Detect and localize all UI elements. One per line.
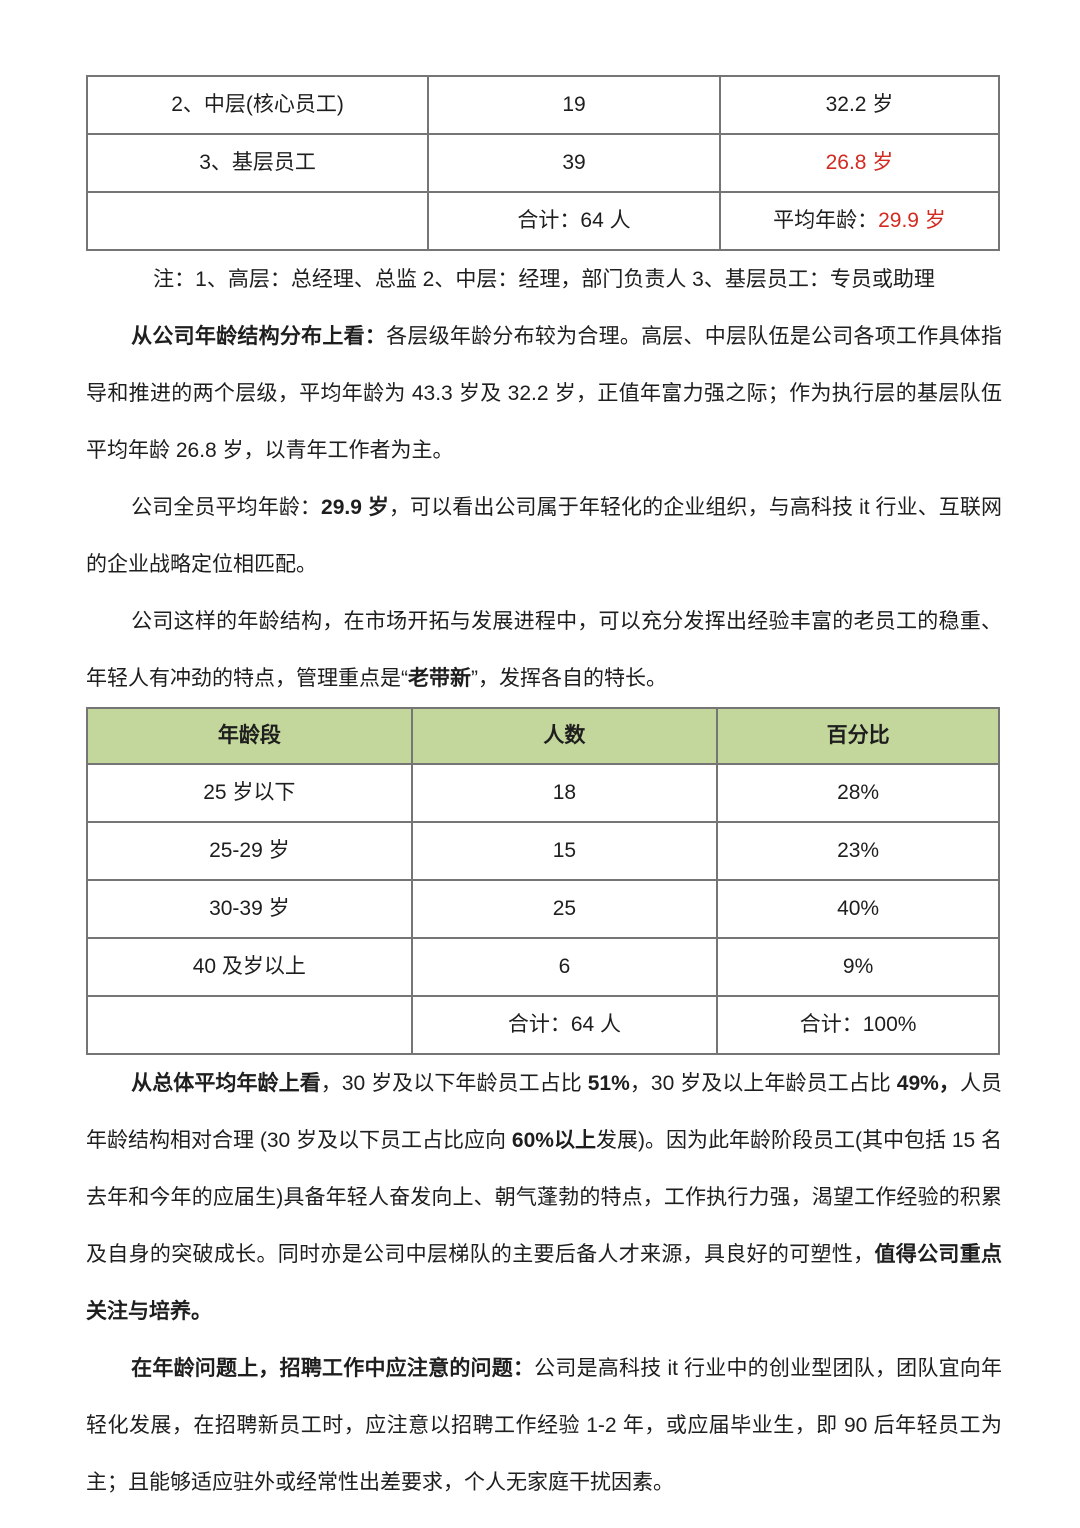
percentage-total-cell: 合计：100% <box>716 995 1000 1055</box>
age-table-header-cell: 人数 <box>410 707 719 765</box>
body-paragraph-overall-average: 从总体平均年龄上看，30 岁及以下年龄员工占比 51%，30 岁及以上年龄员工占… <box>86 1072 1003 1323</box>
level-age-cell: 32.2 岁 <box>718 75 1001 135</box>
percentage-cell: 9% <box>716 937 1000 997</box>
staff-level-table: 2、中层(核心员工) 19 32.2 岁 3、基层员工 39 26.8 岁 合计… <box>85 75 1001 251</box>
age-range-cell: 25 岁以下 <box>86 763 413 823</box>
level-age-cell: 26.8 岁 <box>718 133 1001 193</box>
table-row: 2、中层(核心员工) 19 32.2 岁 <box>85 75 1001 135</box>
level-label-cell <box>85 191 430 251</box>
level-label-cell: 3、基层员工 <box>85 133 430 193</box>
body-paragraph-management-focus: 公司这样的年龄结构，在市场开拓与发展进程中，可以充分发挥出经验丰富的老员工的稳重… <box>86 610 1002 690</box>
age-distribution-table: 年龄段 人数 百分比 25 岁以下 18 28% 25-29 岁 15 23% … <box>86 707 1000 1055</box>
table-row: 3、基层员工 39 26.8 岁 <box>85 133 1001 193</box>
headcount-total-cell: 合计：64 人 <box>410 995 719 1055</box>
age-range-cell: 25-29 岁 <box>86 821 413 881</box>
body-paragraph-average-age: 公司全员平均年龄：29.9 岁，可以看出公司属于年轻化的企业组织，与高科技 it… <box>86 496 1002 576</box>
table-row: 25 岁以下 18 28% <box>86 763 1000 823</box>
level-count-cell: 19 <box>427 75 721 135</box>
level-count-cell: 39 <box>427 133 721 193</box>
age-table-header-cell: 百分比 <box>716 707 1000 765</box>
age-table-header-cell: 年龄段 <box>86 707 413 765</box>
body-paragraph-recruiting-advice: 在年龄问题上，招聘工作中应注意的问题：公司是高科技 it 行业中的创业型团队，团… <box>86 1357 1003 1494</box>
document-content: 2、中层(核心员工) 19 32.2 岁 3、基层员工 39 26.8 岁 合计… <box>85 0 1003 1511</box>
level-label-cell: 2、中层(核心员工) <box>85 75 430 135</box>
age-range-cell: 30-39 岁 <box>86 879 413 939</box>
table-footnote: 注：1、高层：总经理、总监 2、中层：经理，部门负责人 3、基层员工：专员或助理 <box>153 268 935 291</box>
headcount-cell: 6 <box>410 937 719 997</box>
table-row: 30-39 岁 25 40% <box>86 879 1000 939</box>
table-header-row: 年龄段 人数 百分比 <box>86 707 1000 765</box>
table-row: 25-29 岁 15 23% <box>86 821 1000 881</box>
level-total-cell: 合计：64 人 <box>427 191 721 251</box>
percentage-cell: 40% <box>716 879 1000 939</box>
age-range-cell <box>86 995 413 1055</box>
level-average-age-cell: 平均年龄：29.9 岁 <box>718 191 1001 251</box>
table-row: 合计：64 人 合计：100% <box>86 995 1000 1055</box>
headcount-cell: 18 <box>410 763 719 823</box>
headcount-cell: 25 <box>410 879 719 939</box>
percentage-cell: 28% <box>716 763 1000 823</box>
table-row: 40 及岁以上 6 9% <box>86 937 1000 997</box>
age-range-cell: 40 及岁以上 <box>86 937 413 997</box>
headcount-cell: 15 <box>410 821 719 881</box>
body-paragraph-age-structure: 从公司年龄结构分布上看：各层级年龄分布较为合理。高层、中层队伍是公司各项工作具体… <box>86 325 1003 462</box>
percentage-cell: 23% <box>716 821 1000 881</box>
table-row: 合计：64 人 平均年龄：29.9 岁 <box>85 191 1001 251</box>
